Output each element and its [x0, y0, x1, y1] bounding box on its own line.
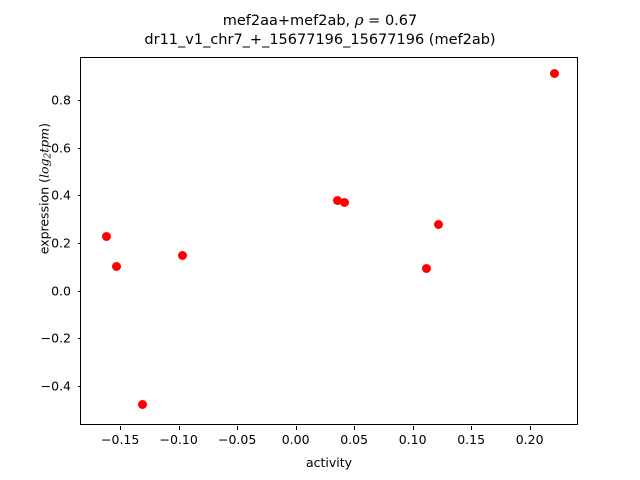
chart-title-correlation: = 0.67	[363, 13, 418, 29]
y-axis-label-tpm: tpm	[36, 127, 52, 153]
y-axis-tick	[77, 290, 81, 292]
y-axis-label-log: log	[36, 158, 52, 179]
x-axis-tick-label: 0.00	[281, 432, 310, 447]
y-axis-label-suffix: )	[36, 122, 52, 128]
data-point	[433, 220, 443, 230]
x-axis-tick-label: 0.20	[515, 432, 544, 447]
y-axis-label: expression (log2tpm)	[36, 39, 53, 339]
x-axis-tick	[529, 426, 531, 430]
chart-title-line-1: mef2aa+mef2ab, ρ = 0.67	[0, 11, 640, 31]
y-axis-tick-label: 0.6	[51, 140, 71, 156]
y-axis-tick-label: 0.0	[51, 283, 71, 299]
x-axis-tick	[178, 426, 180, 430]
x-axis-tick-label: −0.05	[218, 432, 257, 447]
x-axis-tick	[237, 426, 239, 430]
x-axis-tick	[412, 426, 414, 430]
x-axis-tick-label: −0.15	[101, 432, 140, 447]
plot-axes-frame: −0.15 −0.10 −0.05 0.00 0.05 0.10 0.15 0.20 −0.4 −…	[41, 57, 578, 447]
y-axis-tick-label: −0.2	[40, 330, 71, 346]
x-axis-tick	[120, 426, 122, 430]
data-point	[112, 261, 122, 271]
y-axis-tick	[77, 195, 81, 197]
x-axis-tick	[471, 426, 473, 430]
y-axis-label-prefix: expression (	[36, 178, 52, 255]
y-axis-tick	[77, 338, 81, 340]
chart-title-line-2: dr11_v1_chr7_+_15677196_15677196 (mef2ab…	[144, 32, 496, 48]
x-axis-tick	[295, 426, 297, 430]
y-axis-tick-label: −0.4	[40, 378, 71, 394]
y-axis-tick	[77, 386, 81, 388]
y-axis-tick-label: 0.2	[51, 235, 71, 251]
plot-data-area	[81, 58, 577, 424]
data-point	[422, 264, 432, 274]
x-axis-tick-label: 0.05	[340, 432, 369, 447]
chart-title: mef2aa+mef2ab, ρ = 0.67 dr11_v1_chr7_+_1…	[0, 11, 640, 50]
data-point	[549, 68, 559, 78]
data-point	[101, 231, 111, 241]
x-axis-tick-label: 0.15	[457, 432, 486, 447]
x-axis-tick	[354, 426, 356, 430]
data-point	[177, 251, 187, 261]
data-point	[333, 196, 343, 206]
y-axis-tick	[77, 243, 81, 245]
chart-title-text-main: mef2aa+mef2ab,	[222, 13, 355, 29]
x-axis-tick-label: −0.10	[159, 432, 198, 447]
y-axis-tick	[77, 147, 81, 149]
y-axis-tick-label: 0.4	[51, 187, 71, 203]
y-axis-tick	[77, 99, 81, 101]
x-axis-label: activity	[305, 455, 353, 470]
y-axis-label-subscript: 2	[43, 152, 54, 159]
x-axis-tick-label: 0.10	[398, 432, 427, 447]
y-axis-tick-label: 0.8	[51, 92, 71, 108]
data-point	[340, 198, 350, 208]
rho-symbol: ρ	[354, 11, 364, 29]
data-point	[137, 399, 147, 409]
